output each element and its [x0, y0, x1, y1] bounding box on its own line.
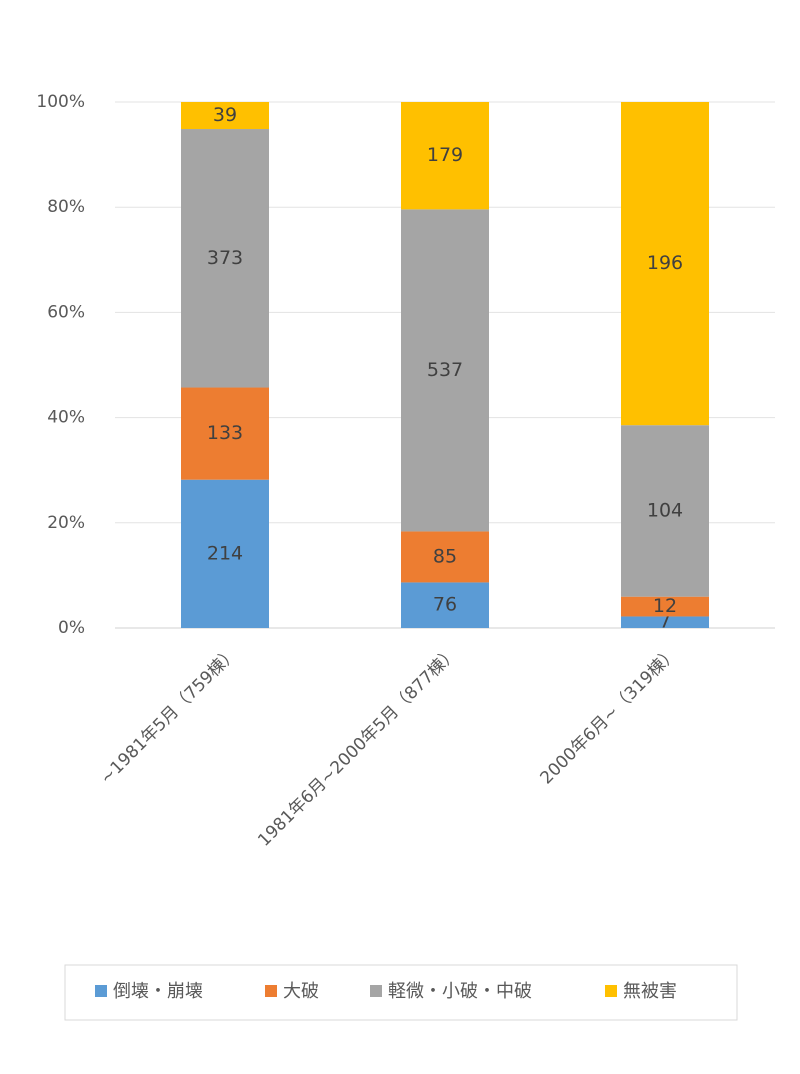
- y-tick-label: 20%: [47, 513, 85, 533]
- bar-segment: [621, 425, 709, 597]
- value-label: 133: [207, 422, 243, 444]
- value-label: 12: [653, 595, 677, 617]
- y-tick-label: 60%: [47, 302, 85, 322]
- y-tick-label: 40%: [47, 408, 85, 428]
- y-tick-label: 100%: [36, 92, 85, 112]
- bar-segment: [181, 102, 269, 130]
- value-label: 39: [213, 104, 237, 126]
- value-label: 85: [433, 545, 457, 567]
- y-tick-label: 80%: [47, 197, 85, 217]
- legend-label: 軽微・小破・中破: [388, 981, 532, 1002]
- bar-segment: [621, 102, 709, 426]
- x-tick-label: ~1981年5月（759棟）: [97, 643, 243, 789]
- value-label: 196: [647, 252, 683, 274]
- bar-segment: [181, 129, 269, 388]
- value-label: 179: [427, 144, 463, 166]
- bar-segment: [401, 209, 489, 532]
- legend-swatch: [605, 985, 617, 997]
- value-label: 76: [433, 594, 457, 616]
- bar-segment: [401, 102, 489, 210]
- bar-segment: [181, 479, 269, 628]
- legend-swatch: [95, 985, 107, 997]
- bar-segment: [621, 616, 709, 628]
- x-tick-label: 2000年6月~（319棟）: [537, 643, 683, 789]
- legend-label: 倒壊・崩壊: [113, 981, 203, 1002]
- value-label: 537: [427, 359, 463, 381]
- bar-segment: [401, 531, 489, 583]
- value-label: 214: [207, 542, 243, 564]
- legend-swatch: [265, 985, 277, 997]
- legend-box: [64, 964, 738, 1021]
- legend-label: 無被害: [623, 981, 677, 1002]
- x-tick-label: 1981年6月~2000年5月（877棟）: [254, 643, 462, 851]
- bar-segment: [621, 596, 709, 617]
- value-label: 373: [207, 247, 243, 269]
- bar-segment: [401, 582, 489, 628]
- bar-segment: [181, 387, 269, 480]
- legend-label: 大破: [283, 981, 319, 1002]
- legend-swatch: [370, 985, 382, 997]
- value-label: 104: [647, 499, 683, 521]
- y-tick-label: 0%: [58, 618, 85, 638]
